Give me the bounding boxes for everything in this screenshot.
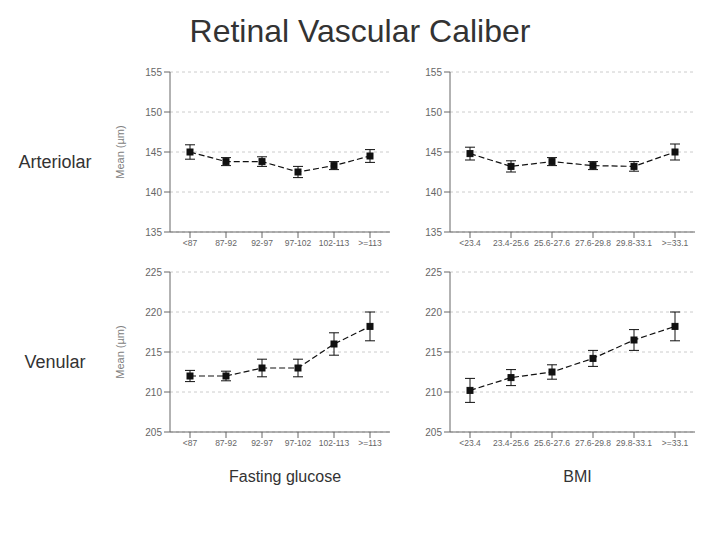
svg-text:Mean (µm): Mean (µm)	[114, 325, 126, 378]
svg-text:225: 225	[425, 267, 442, 278]
svg-text:<23.4: <23.4	[459, 238, 481, 248]
svg-text:220: 220	[425, 307, 442, 318]
svg-text:140: 140	[425, 187, 442, 198]
svg-text:Mean (µm): Mean (µm)	[114, 125, 126, 178]
svg-text:145: 145	[145, 147, 162, 158]
svg-text:29.8-33.1: 29.8-33.1	[616, 238, 652, 248]
svg-text:92-97: 92-97	[251, 238, 273, 248]
svg-text:215: 215	[145, 347, 162, 358]
svg-text:150: 150	[425, 107, 442, 118]
svg-text:>=113: >=113	[358, 438, 382, 448]
svg-text:25.6-27.6: 25.6-27.6	[534, 238, 570, 248]
svg-text:27.6-29.8: 27.6-29.8	[575, 438, 611, 448]
svg-text:220: 220	[145, 307, 162, 318]
html-text:BMI: BMI	[563, 468, 592, 485]
svg-text:<87: <87	[183, 238, 198, 248]
svg-text:150: 150	[145, 107, 162, 118]
svg-text:205: 205	[425, 427, 442, 438]
svg-text:>=33.1: >=33.1	[662, 438, 689, 448]
svg-text:145: 145	[425, 147, 442, 158]
svg-text:210: 210	[145, 387, 162, 398]
html-text:Fasting glucose: Fasting glucose	[229, 468, 341, 485]
svg-text:210: 210	[425, 387, 442, 398]
svg-text:97-102: 97-102	[285, 438, 312, 448]
svg-text:140: 140	[145, 187, 162, 198]
svg-text:29.8-33.1: 29.8-33.1	[616, 438, 652, 448]
svg-text:155: 155	[145, 67, 162, 78]
html-text:Arteriolar: Arteriolar	[18, 151, 92, 172]
svg-text:135: 135	[425, 227, 442, 238]
svg-text:87-92: 87-92	[215, 238, 237, 248]
svg-text:27.6-29.8: 27.6-29.8	[575, 238, 611, 248]
svg-text:215: 215	[425, 347, 442, 358]
svg-text:25.6-27.6: 25.6-27.6	[534, 438, 570, 448]
html-text:Venular: Venular	[24, 351, 86, 372]
svg-text:102-113: 102-113	[319, 238, 350, 248]
svg-text:>=113: >=113	[358, 238, 382, 248]
svg-text:>=33.1: >=33.1	[662, 238, 689, 248]
svg-text:102-113: 102-113	[319, 438, 350, 448]
svg-text:<23.4: <23.4	[459, 438, 481, 448]
svg-text:225: 225	[145, 267, 162, 278]
html-text:Retinal Vascular Caliber: Retinal Vascular Caliber	[189, 13, 531, 49]
svg-text:23.4-25.6: 23.4-25.6	[493, 438, 529, 448]
svg-text:135: 135	[145, 227, 162, 238]
svg-text:87-92: 87-92	[215, 438, 237, 448]
svg-text:92-97: 92-97	[251, 438, 273, 448]
svg-text:155: 155	[425, 67, 442, 78]
svg-text:97-102: 97-102	[285, 238, 312, 248]
svg-text:<87: <87	[183, 438, 198, 448]
svg-text:23.4-25.6: 23.4-25.6	[493, 238, 529, 248]
svg-text:205: 205	[145, 427, 162, 438]
